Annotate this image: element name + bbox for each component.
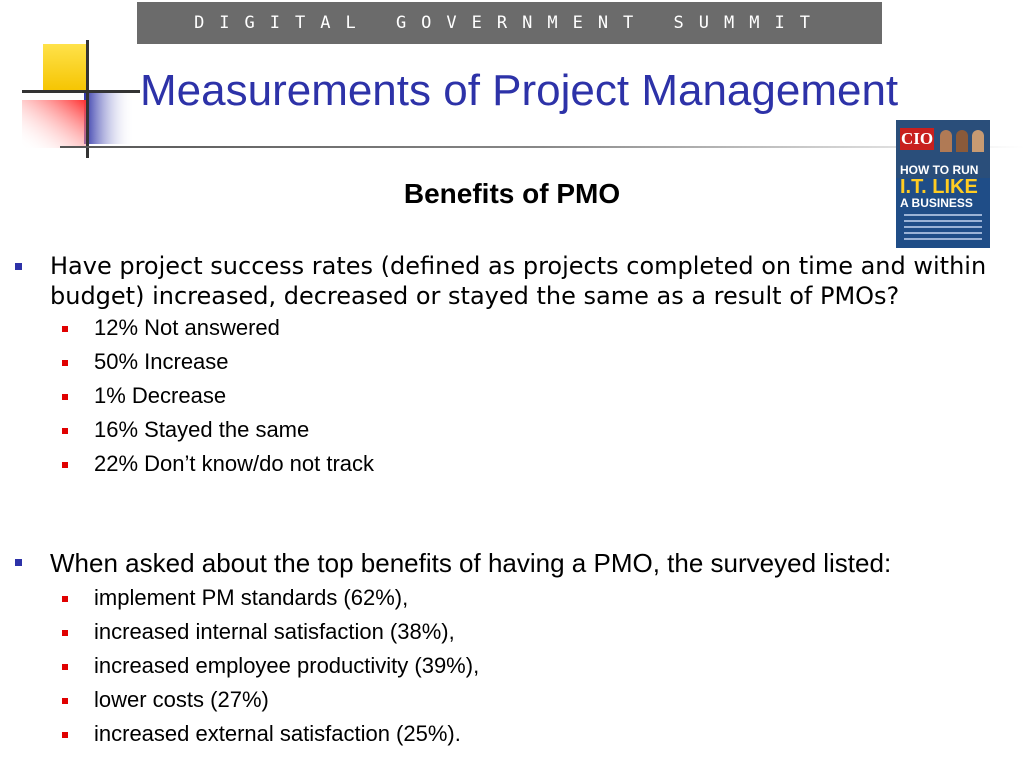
question-2: When asked about the top benefits of hav… <box>0 547 1024 579</box>
bullet-icon <box>62 462 68 468</box>
bullet-icon <box>62 428 68 434</box>
magazine-brand: CIO <box>900 128 934 150</box>
logo-yellow-square <box>43 44 87 92</box>
question-2-answers: implement PM standards (62%), increased … <box>0 583 1024 753</box>
bullet-icon <box>62 732 68 738</box>
question-1-text: Have project success rates (defined as p… <box>50 252 987 310</box>
answer-item: 22% Don’t know/do not track <box>0 449 1024 483</box>
banner-text: DIGITAL GOVERNMENT SUMMIT <box>194 13 825 33</box>
benefit-item: increased external satisfaction (25%). <box>0 719 1024 753</box>
question-2-text: When asked about the top benefits of hav… <box>50 548 892 578</box>
question-1-answers: 12% Not answered 50% Increase 1% Decreas… <box>0 313 1024 483</box>
answer-item: 12% Not answered <box>0 313 1024 347</box>
magazine-photo-3 <box>972 130 984 152</box>
bullet-icon <box>15 263 22 270</box>
magazine-photo-1 <box>940 130 952 152</box>
slide-subtitle: Benefits of PMO <box>403 178 621 209</box>
magazine-headline-1: HOW TO RUN <box>900 163 979 177</box>
logo-vertical-line <box>86 40 89 158</box>
bullet-icon <box>62 326 68 332</box>
benefit-item: implement PM standards (62%), <box>0 583 1024 617</box>
bullet-icon <box>62 664 68 670</box>
logo-red-square <box>22 100 86 148</box>
bullet-icon <box>62 596 68 602</box>
bullet-icon <box>62 394 68 400</box>
header-banner: DIGITAL GOVERNMENT SUMMIT <box>137 2 882 44</box>
question-2-block: When asked about the top benefits of hav… <box>0 547 1024 753</box>
answer-item: 50% Increase <box>0 347 1024 381</box>
cio-magazine-cover: CIO HOW TO RUN I.T. LIKE A BUSINESS <box>896 120 990 248</box>
logo-blue-square <box>84 92 134 144</box>
bullet-icon <box>62 360 68 366</box>
title-underline <box>60 146 1024 148</box>
answer-item: 16% Stayed the same <box>0 415 1024 449</box>
bullet-icon <box>62 698 68 704</box>
slide-logo <box>22 40 140 158</box>
slide-title: Measurements of Project Management <box>140 66 899 115</box>
benefit-item: increased employee productivity (39%), <box>0 651 1024 685</box>
magazine-fine-print <box>904 214 982 244</box>
answer-item: 1% Decrease <box>0 381 1024 415</box>
question-1: Have project success rates (defined as p… <box>0 251 1024 311</box>
magazine-headline-3: A BUSINESS <box>900 196 973 210</box>
benefit-item: lower costs (27%) <box>0 685 1024 719</box>
bullet-icon <box>62 630 68 636</box>
magazine-headline: HOW TO RUN I.T. LIKE A BUSINESS <box>900 164 986 210</box>
logo-horizontal-line <box>22 90 140 93</box>
benefit-item: increased internal satisfaction (38%), <box>0 617 1024 651</box>
magazine-headline-2: I.T. LIKE <box>900 176 978 198</box>
bullet-icon <box>15 559 22 566</box>
magazine-photo-2 <box>956 130 968 152</box>
question-1-block: Have project success rates (defined as p… <box>0 251 1024 483</box>
